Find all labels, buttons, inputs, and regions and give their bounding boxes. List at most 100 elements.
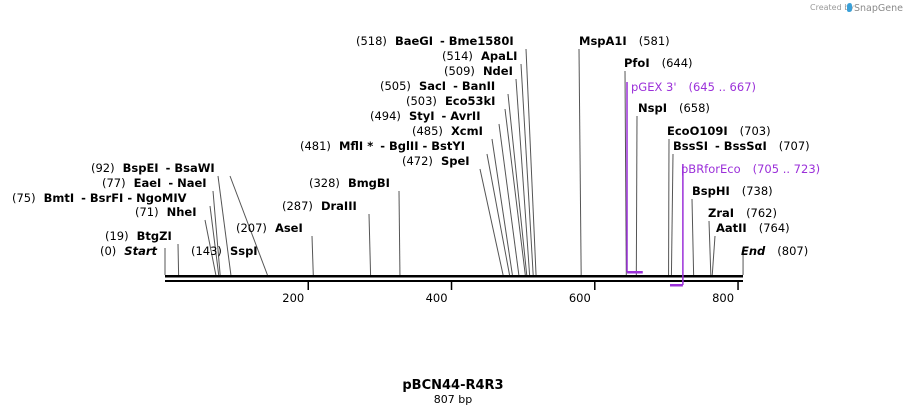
feature-name: AatII [716,221,747,235]
credit-prefix: Created by [810,3,854,12]
feature-label-bmti[interactable]: (75) BmtI - BsrFI - NgoMIV [12,191,187,205]
feature-position: (518) [356,34,387,48]
snapgene-logo-icon [847,3,852,12]
feature-label-mfli[interactable]: (481) MflI * - BglII - BstYI [300,139,465,153]
feature-label-bsssi[interactable]: BssSI - BssSαI (707) [673,139,810,153]
primer-label-pbrforeco[interactable]: pBRforEco (705 .. 723) [681,162,820,176]
feature-name: StyI [409,109,435,123]
feature-name: ZraI [708,206,734,220]
cut-line-xcmi [491,138,513,276]
feature-position: (762) [746,206,777,220]
feature-name: PfoI [624,56,650,70]
feature-position: (644) [662,56,693,70]
feature-position: (505) [380,79,411,93]
primer-range: (645 .. 667) [689,80,757,94]
ruler-tick-label-200: 200 [282,291,304,305]
feature-position: (703) [740,124,771,138]
cut-line-sspi [229,175,268,276]
feature-label-ndei[interactable]: (509) NdeI [444,64,513,78]
cut-line-aatii [711,235,716,276]
primer-bar-pgex-3[interactable] [627,271,643,274]
feature-name: BmgBI [348,176,390,190]
feature-name: BmtI [44,191,75,205]
feature-position: (514) [442,49,473,63]
feature-name: EcoO109I [667,124,728,138]
feature-name: AseI [275,221,303,235]
feature-name: NheI [167,205,197,219]
feature-labels: (0) Start End (807) (19) BtgZI (143) SspI (207) A… [12,34,820,258]
primer-layer [626,82,684,287]
cut-line-asei [311,235,314,276]
feature-label-eco53ki[interactable]: (503) Eco53kI [406,94,495,108]
feature-position: (485) [412,124,443,138]
cut-line-eaei [212,190,221,276]
cut-line-ndei [515,78,531,276]
feature-label-nhei[interactable]: (71) NheI [135,205,197,219]
feature-name: EaeI [134,176,162,190]
feature-name: End [741,244,766,258]
feature-aliases: - BsrFI - NgoMIV [81,191,186,205]
feature-position: (658) [679,101,710,115]
feature-label-apali[interactable]: (514) ApaLI [442,49,517,63]
feature-label-draiii[interactable]: (287) DraIII [282,199,357,213]
feature-label-bmgbi[interactable]: (328) BmgBI [309,176,390,190]
feature-label-sspi[interactable]: (143) SspI [191,244,258,258]
feature-label-aatii[interactable]: AatII (764) [716,221,790,235]
feature-name: MflI * [339,139,373,153]
primer-range: (705 .. 723) [753,162,821,176]
feature-label-bsphi[interactable]: BspHI (738) [692,184,773,198]
cut-line-bmgbi [398,190,401,276]
feature-label-spei[interactable]: (472) SpeI [402,154,470,168]
feature-position: (207) [236,221,267,235]
primer-bar-pbrforeco[interactable] [669,284,683,287]
feature-label-ecoo109i[interactable]: EcoO109I (703) [667,124,771,138]
feature-position: (807) [777,244,808,258]
cut-line-baegi [525,48,537,276]
cut-line-spei [479,168,504,276]
primer-label-pgex-3[interactable]: pGEX 3' (645 .. 667) [631,80,756,94]
feature-label-btgzi[interactable]: (19) BtgZI [105,229,172,243]
feature-aliases: - BsaWI [166,161,215,175]
feature-position: (143) [191,244,222,258]
ruler-tick-label-600: 600 [569,291,591,305]
feature-position: (92) [91,161,115,175]
cut-line-draiii [368,213,372,276]
cut-line-bsssi [670,153,674,276]
feature-label-xcmi[interactable]: (485) XcmI [412,124,483,138]
feature-label-bspei[interactable]: (92) BspEI - BsaWI [91,161,215,175]
cut-line-styi [498,123,520,276]
cut-line-nspi [635,115,638,276]
feature-aliases: - Bme1580I [440,34,514,48]
feature-position: (328) [309,176,340,190]
feature-label-end[interactable]: End (807) [741,244,808,258]
feature-label-saci[interactable]: (505) SacI - BanII [380,79,495,93]
feature-position: (503) [406,94,437,108]
feature-label-mspa1i[interactable]: MspA1I (581) [579,34,670,48]
feature-position: (287) [282,199,313,213]
feature-label-asei[interactable]: (207) AseI [236,221,303,235]
feature-position: (0) [100,244,116,258]
feature-label-zrai[interactable]: ZraI (762) [708,206,777,220]
cut-line-mfli [486,153,511,276]
feature-name: DraIII [321,199,357,213]
feature-label-styi[interactable]: (494) StyI - AvrII [370,109,481,123]
feature-position: (738) [742,184,773,198]
feature-name: BtgZI [137,229,172,243]
primer-name: pGEX 3' [631,80,677,94]
feature-name: ApaLI [481,49,518,63]
feature-label-pfoi[interactable]: PfoI (644) [624,56,693,70]
feature-label-nspi[interactable]: NspI (658) [638,101,710,115]
cut-site-lines [164,48,744,276]
feature-position: (75) [12,191,36,205]
feature-aliases: - BanII [453,79,495,93]
sequence-backbone[interactable] [165,275,743,282]
credit-brand[interactable]: SnapGene [854,3,903,14]
feature-label-baegi[interactable]: (518) BaeGI - Bme1580I [356,34,514,48]
feature-position: (472) [402,154,433,168]
feature-label-start[interactable]: (0) Start [100,244,158,258]
feature-position: (494) [370,109,401,123]
cut-line-saci [507,93,528,276]
plasmid-length: 807 bp [434,393,472,406]
feature-label-eaei[interactable]: (77) EaeI - NaeI [102,176,207,190]
feature-position: (71) [135,205,159,219]
